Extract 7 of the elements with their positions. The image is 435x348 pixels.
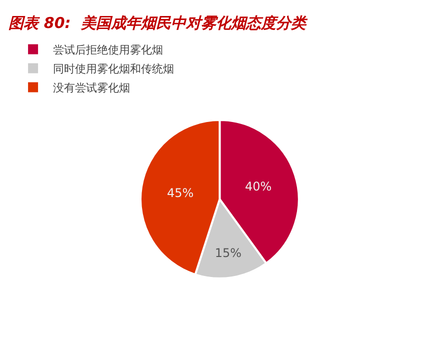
legend-label: 尝试后拒绝使用雾化烟 <box>53 44 164 57</box>
legend-label: 没有尝试雾化烟 <box>53 82 130 95</box>
legend-label: 同时使用雾化烟和传统烟 <box>53 62 174 76</box>
data-label: 45% <box>167 186 194 200</box>
chart-title: 图表 80: 美国成年烟民中对雾化烟态度分类 <box>8 14 308 32</box>
data-label: 40% <box>244 180 272 194</box>
data-label: 15% <box>214 246 242 260</box>
